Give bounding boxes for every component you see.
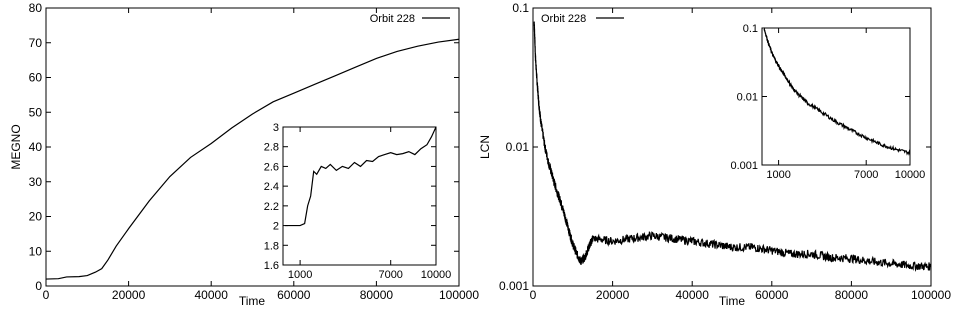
megno-inset-ytick-label: 2.8 — [264, 142, 279, 154]
lcn-inset-frame — [761, 27, 911, 166]
lcn-xtick-label: 80000 — [835, 288, 869, 302]
lcn-xtick-label: 20000 — [596, 288, 630, 302]
lcn-xtick-label: 100000 — [911, 288, 951, 302]
lcn-ytick-label: 0.1 — [512, 1, 529, 15]
lcn-inset-series-group — [763, 27, 911, 156]
megno-inset-ytick-label: 2.2 — [264, 201, 279, 213]
lcn-x-ticks: 0 20000 40000 60000 80000 100000 — [530, 8, 951, 302]
megno-ytick-label: 20 — [29, 210, 43, 224]
lcn-legend-label: Orbit 228 — [541, 13, 586, 25]
megno-inset-frame — [282, 126, 437, 266]
lcn-xtick-label: 40000 — [676, 288, 710, 302]
megno-inset-ytick-label: 3 — [273, 122, 279, 134]
megno-xtick-label: 40000 — [195, 288, 229, 302]
megno-plot-frame — [45, 7, 460, 287]
lcn-plot-frame — [532, 7, 932, 287]
megno-y-ticks: 0 10 20 30 40 50 60 70 80 — [29, 1, 459, 293]
megno-ytick-label: 10 — [29, 244, 43, 258]
megno-ytick-label: 80 — [29, 1, 43, 15]
megno-inset-ytick-label: 2.6 — [264, 161, 279, 173]
lcn-series-group — [533, 21, 932, 272]
lcn-inset-xtick-label: 7000 — [854, 169, 878, 181]
megno-panel: 0 10 20 30 40 50 60 70 80 0 20000 40000 60000 80000 1… — [9, 1, 479, 308]
megno-series-group — [45, 38, 460, 280]
lcn-xtick-label: 0 — [530, 288, 537, 302]
lcn-inset-xtick-label: 10000 — [895, 169, 926, 181]
lcn-inset-x-ticks: 1000 7000 10000 — [766, 28, 925, 181]
lcn-inset-ytick-label: 0.01 — [737, 92, 758, 104]
lcn-inset-ytick-label: 0.1 — [743, 23, 758, 35]
lcn-y-axis-label: LCN — [478, 135, 492, 159]
lcn-xtick-label: 60000 — [755, 288, 789, 302]
megno-xtick-label: 60000 — [277, 288, 311, 302]
megno-x-ticks: 0 20000 40000 60000 80000 100000 — [43, 8, 479, 302]
megno-y-axis-label: MEGNO — [9, 124, 23, 169]
megno-x-axis-label: Time — [239, 294, 266, 308]
megno-legend-label: Orbit 228 — [370, 13, 415, 25]
megno-inset-xtick-label: 1000 — [288, 269, 312, 281]
megno-inset-xtick-label: 7000 — [378, 269, 402, 281]
megno-xtick-label: 20000 — [112, 288, 146, 302]
lcn-inset-series-line — [763, 27, 911, 156]
lcn-inset-y-ticks: 0.001 0.01 0.1 — [730, 23, 910, 172]
megno-ytick-label: 0 — [35, 279, 42, 293]
megno-inset-ytick-label: 2 — [273, 221, 279, 233]
megno-series-line — [45, 38, 460, 280]
lcn-inset-xtick-label: 1000 — [766, 169, 790, 181]
megno-ytick-label: 70 — [29, 36, 43, 50]
lcn-series-line — [533, 21, 932, 272]
megno-inset-y-ticks: 1.6 1.8 2 2.2 2.4 2.6 2.8 3 — [264, 122, 436, 272]
megno-inset-xtick-label: 10000 — [421, 269, 452, 281]
megno-inset-ytick-label: 1.6 — [264, 260, 279, 272]
megno-inset-ytick-label: 2.4 — [264, 181, 279, 193]
lcn-y-ticks: 0.001 0.01 0.1 — [499, 1, 931, 293]
megno-ytick-label: 40 — [29, 140, 43, 154]
megno-xtick-label: 80000 — [360, 288, 394, 302]
lcn-legend: Orbit 228 — [541, 13, 624, 25]
megno-ytick-label: 30 — [29, 175, 43, 189]
megno-xtick-label: 100000 — [439, 288, 479, 302]
lcn-ytick-label: 0.001 — [499, 279, 529, 293]
megno-legend: Orbit 228 — [370, 13, 450, 25]
megno-inset-series-group — [285, 126, 437, 227]
megno-inset-x-ticks: 1000 7000 10000 — [288, 127, 451, 281]
megno-inset-ytick-label: 1.8 — [264, 240, 279, 252]
megno-xtick-label: 0 — [43, 288, 50, 302]
lcn-x-axis-label: Time — [719, 294, 746, 308]
megno-ytick-label: 50 — [29, 105, 43, 119]
megno-ytick-label: 60 — [29, 71, 43, 85]
megno-inset-series-line — [285, 126, 437, 227]
lcn-ytick-label: 0.01 — [506, 140, 530, 154]
lcn-inset-ytick-label: 0.001 — [730, 160, 758, 172]
